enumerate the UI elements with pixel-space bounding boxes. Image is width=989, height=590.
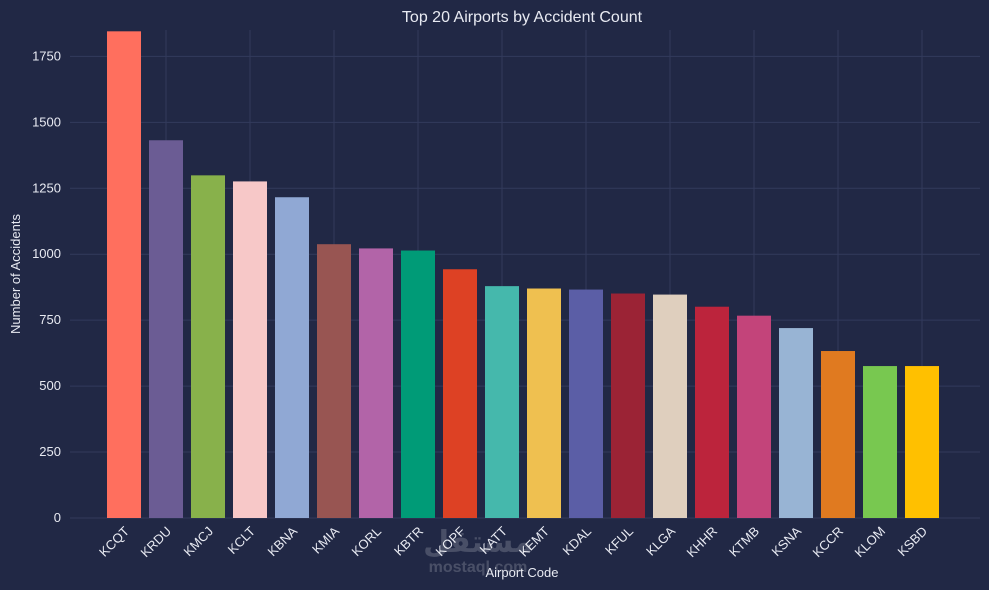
bars xyxy=(107,31,939,519)
watermark-text: mostaql.com xyxy=(429,559,528,576)
y-tick-label: 250 xyxy=(39,444,61,459)
bar-korl xyxy=(359,248,393,519)
bar-ktmb xyxy=(737,315,771,518)
bar-kclt xyxy=(233,181,267,518)
bar-kemt xyxy=(527,288,561,518)
bar-kmcj xyxy=(191,175,225,519)
chart-title: Top 20 Airports by Accident Count xyxy=(402,9,643,26)
bar-kbna xyxy=(275,197,309,518)
y-tick-label: 750 xyxy=(39,312,61,327)
bar-kmia xyxy=(317,244,351,518)
y-tick-label: 1500 xyxy=(32,114,61,129)
bar-kdal xyxy=(569,289,603,518)
x-axis-label: Airport Code xyxy=(486,565,559,580)
bar-khhr xyxy=(695,306,729,518)
bar-ksna xyxy=(779,328,813,518)
y-tick-label: 1250 xyxy=(32,180,61,195)
y-axis-label: Number of Accidents xyxy=(8,214,23,334)
bar-katt xyxy=(485,286,519,518)
bar-kcqt xyxy=(107,31,141,519)
bar-kbtr xyxy=(401,250,435,518)
bar-kful xyxy=(611,293,645,518)
bar-kccr xyxy=(821,351,855,518)
y-tick-label: 0 xyxy=(54,510,61,525)
bar-kopf xyxy=(443,269,477,518)
watermark: مستقل mostaql.com xyxy=(423,526,533,576)
bar-ksbd xyxy=(905,366,939,518)
bar-klom xyxy=(863,366,897,518)
y-tick-label: 1750 xyxy=(32,48,61,63)
y-tick-label: 1000 xyxy=(32,246,61,261)
y-tick-label: 500 xyxy=(39,378,61,393)
bar-klga xyxy=(653,294,687,518)
watermark-logo: مستقل xyxy=(423,526,533,559)
y-tick-labels: 0 250 500 750 1000 1250 1500 1750 xyxy=(32,48,61,525)
bar-krdu xyxy=(149,140,183,518)
